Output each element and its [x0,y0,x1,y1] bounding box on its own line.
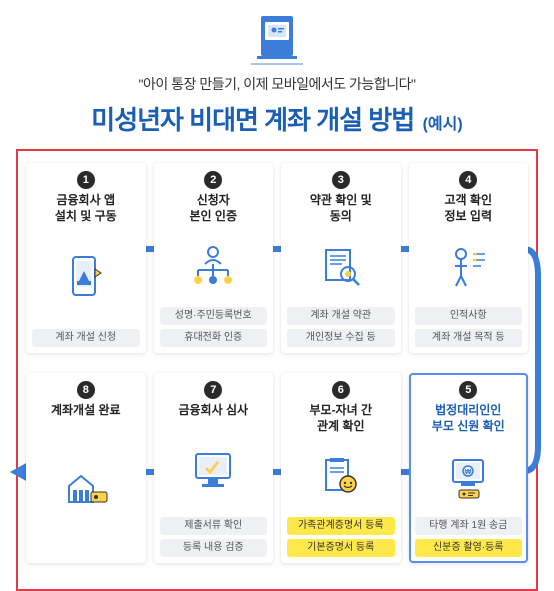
step-card-3: 3 약관 확인 및 동의계좌 개설 약관개인정보 수집 등 [281,163,401,353]
tag: 제출서류 확인 [160,517,268,535]
infographic-container: "아이 통장 만들기, 이제 모바일에서도 가능합니다" 미성년자 비대면 계좌… [0,0,554,586]
step-icon [32,425,140,553]
tag: 등록 내용 검증 [160,539,268,557]
title-suffix: (예시) [423,116,463,133]
step-icon [287,230,395,303]
tag: 개인정보 수집 등 [287,329,395,347]
tag: 인적사항 [415,307,523,325]
step-icon: ₩ [415,440,523,513]
step-card-4: 4 고객 확인 정보 입력인적사항계좌 개설 목적 등 [409,163,529,353]
main-title: 미성년자 비대면 계좌 개설 방법 [91,105,414,135]
svg-text:₩: ₩ [465,469,472,476]
step-card-8: 8 계좌개설 완료 [26,373,146,563]
step-number: 5 [459,381,477,399]
step-tags: 성명·주민등록번호휴대전화 인증 [160,307,268,347]
step-title: 금융회사 앱 설치 및 구동 [55,193,117,224]
tag: 기본증명서 등록 [287,539,395,557]
step-tags: 제출서류 확인등록 내용 검증 [160,517,268,557]
tag: 가족관계증명서 등록 [287,517,395,535]
tag: 계좌 개설 약관 [287,307,395,325]
tag: 휴대전화 인증 [160,329,268,347]
steps-row-1: 1 금융회사 앱 설치 및 구동계좌 개설 신청 2 신청자 본인 인증성명·주민등록… [26,163,528,353]
step-tags: 인적사항계좌 개설 목적 등 [415,307,523,347]
step-card-1: 1 금융회사 앱 설치 및 구동계좌 개설 신청 [26,163,146,353]
step-tags: 타행 계좌 1원 송금신분증 촬영·등록 [415,517,523,557]
tag: 성명·주민등록번호 [160,307,268,325]
step-card-2: 2 신청자 본인 인증성명·주민등록번호휴대전화 인증 [154,163,274,353]
subtitle-text: "아이 통장 만들기, 이제 모바일에서도 가능합니다" [16,74,538,94]
step-card-6: 6 부모-자녀 간 관계 확인가족관계증명서 등록기본증명서 등록 [281,373,401,563]
tag: 타행 계좌 1원 송금 [415,517,523,535]
step-card-5: 5 법정대리인인 부모 신원 확인 ₩ 타행 계좌 1원 송금신분증 촬영·등록 [409,373,529,563]
step-title: 계좌개설 완료 [51,403,121,419]
step-card-7: 7 금융회사 심사제출서류 확인등록 내용 검증 [154,373,274,563]
step-number: 6 [332,381,350,399]
step-title: 고객 확인 정보 입력 [445,193,493,224]
step-icon [415,230,523,303]
step-title: 신청자 본인 인증 [190,193,238,224]
step-number: 2 [204,171,222,189]
step-number: 8 [77,381,95,399]
step-tags: 계좌 개설 신청 [32,329,140,347]
step-number: 3 [332,171,350,189]
step-icon [160,425,268,513]
title-row: 미성년자 비대면 계좌 개설 방법 (예시) [16,100,538,137]
step-title: 부모-자녀 간 관계 확인 [309,403,372,434]
steps-row-2: 8 계좌개설 완료 7 금융회사 심사제출서류 확인등록 내용 검증 6 부모-자녀 간 … [26,373,528,563]
tag: 계좌 개설 목적 등 [415,329,523,347]
hero-laptop-icon [16,12,538,70]
step-number: 7 [204,381,222,399]
step-title: 금융회사 심사 [178,403,248,419]
step-tags: 가족관계증명서 등록기본증명서 등록 [287,517,395,557]
step-title: 법정대리인인 부모 신원 확인 [432,403,505,434]
step-title: 약관 확인 및 동의 [310,193,372,224]
step-tags: 계좌 개설 약관개인정보 수집 등 [287,307,395,347]
step-icon [287,440,395,513]
step-icon [160,230,268,303]
tag: 신분증 촬영·등록 [415,539,523,557]
flow-diagram: 1 금융회사 앱 설치 및 구동계좌 개설 신청 2 신청자 본인 인증성명·주민등록… [16,149,538,591]
step-number: 1 [77,171,95,189]
step-icon [32,230,140,325]
tag: 계좌 개설 신청 [32,329,140,347]
step-number: 4 [459,171,477,189]
